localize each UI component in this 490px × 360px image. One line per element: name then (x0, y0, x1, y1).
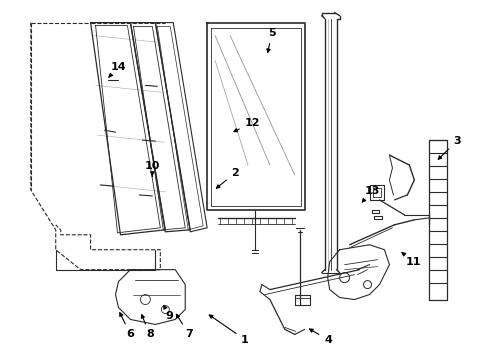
Text: 14: 14 (109, 62, 126, 77)
Text: 11: 11 (402, 252, 421, 267)
Text: 6: 6 (120, 313, 134, 339)
Text: 3: 3 (438, 136, 461, 159)
Text: 8: 8 (141, 315, 154, 339)
Text: 12: 12 (234, 118, 260, 132)
Text: 9: 9 (164, 305, 173, 321)
Text: 7: 7 (176, 314, 193, 339)
Text: 5: 5 (267, 28, 276, 52)
Text: 4: 4 (310, 329, 332, 345)
Text: 13: 13 (362, 186, 380, 202)
Text: 1: 1 (209, 315, 249, 345)
Text: 2: 2 (217, 168, 239, 188)
Text: 10: 10 (145, 161, 160, 176)
